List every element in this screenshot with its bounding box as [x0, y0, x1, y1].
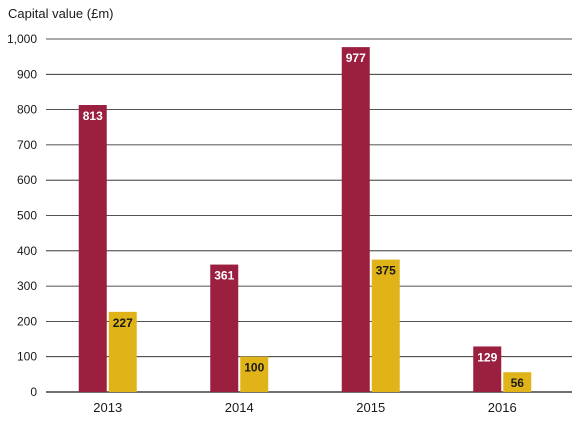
- y-tick-label: 300: [17, 279, 37, 293]
- bar-2015-series-2: [371, 259, 400, 392]
- data-label-2016-series-2: 56: [511, 376, 525, 390]
- y-tick-label: 100: [17, 350, 37, 364]
- y-axis-ticks: 0 100 200 300 400 500 600 700 800 900 1,000: [7, 32, 37, 399]
- data-label-2016-series-1: 129: [477, 350, 497, 364]
- y-tick-label: 600: [17, 173, 37, 187]
- bar-2013-series-2: [108, 311, 137, 392]
- y-axis-label: Capital value (£m): [8, 6, 114, 21]
- bar-2013-series-1: [78, 105, 107, 393]
- data-label-2013-series-1: 813: [83, 109, 103, 123]
- bar-2016-series-1: [473, 346, 502, 392]
- y-tick-label: 0: [30, 385, 37, 399]
- bar-2014-series-1: [210, 264, 239, 392]
- bar-2016-series-2: [503, 372, 532, 392]
- x-tick-label-2016: 2016: [488, 400, 517, 415]
- x-tick-label-2014: 2014: [225, 400, 254, 415]
- y-tick-label: 700: [17, 138, 37, 152]
- bars: [78, 47, 532, 393]
- data-label-2014-series-1: 361: [214, 269, 234, 283]
- y-tick-label: 1,000: [7, 32, 37, 46]
- data-label-2015-series-1: 977: [346, 51, 366, 65]
- bar-2014-series-2: [240, 356, 269, 392]
- x-tick-label-2013: 2013: [93, 400, 122, 415]
- y-tick-label: 400: [17, 244, 37, 258]
- x-tick-label-2015: 2015: [356, 400, 385, 415]
- data-label-2014-series-2: 100: [244, 361, 264, 375]
- x-axis-ticks: 2013 2014 2015 2016: [93, 400, 516, 415]
- data-label-2013-series-2: 227: [113, 316, 133, 330]
- data-label-2015-series-2: 375: [376, 264, 396, 278]
- y-tick-label: 200: [17, 314, 37, 328]
- data-labels: 813 227 361 100 977 375 129 56: [83, 51, 525, 390]
- y-tick-label: 900: [17, 67, 37, 81]
- y-tick-label: 800: [17, 103, 37, 117]
- y-tick-label: 500: [17, 209, 37, 223]
- bar-2015-series-1: [341, 47, 370, 393]
